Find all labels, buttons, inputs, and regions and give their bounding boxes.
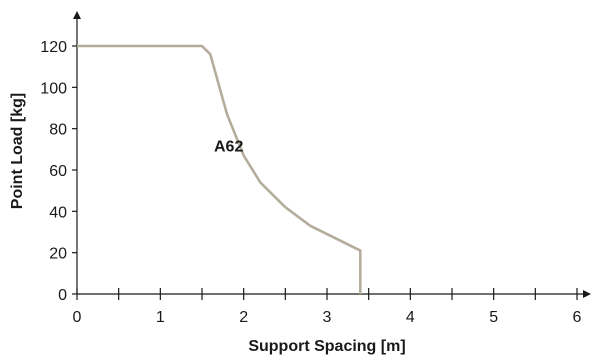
y-tick-label: 120	[40, 39, 67, 56]
y-tick-label: 20	[49, 246, 67, 263]
y-tick-label: 40	[49, 204, 67, 221]
y-tick-label: 80	[49, 122, 67, 139]
x-tick-label: 2	[239, 309, 248, 326]
series-line	[77, 44, 362, 294]
y-tick-label: 0	[58, 287, 67, 304]
axes	[73, 11, 591, 298]
x-tick-label: 4	[406, 309, 415, 326]
x-axis-title: Support Spacing [m]	[248, 338, 405, 355]
series-label: A62	[214, 138, 243, 155]
x-tick-label: 0	[73, 309, 82, 326]
x-tick-label: 5	[489, 309, 498, 326]
x-axis-arrow	[583, 290, 591, 298]
series-layer: A62	[77, 44, 362, 294]
y-axis-title: Point Load [kg]	[9, 93, 26, 209]
x-tick-label: 3	[323, 309, 332, 326]
x-tick-label: 1	[156, 309, 165, 326]
x-tick-label: 6	[573, 309, 582, 326]
y-tick-label: 60	[49, 163, 67, 180]
y-axis-arrow	[73, 11, 81, 19]
y-tick-label: 100	[40, 80, 67, 97]
